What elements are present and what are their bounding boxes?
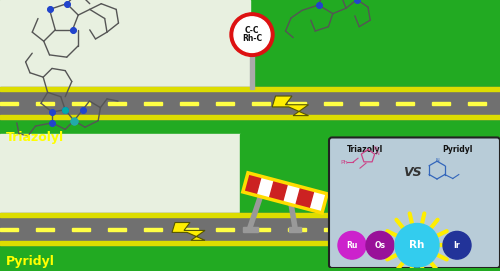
Bar — [108, 228, 126, 231]
Bar — [36, 102, 54, 105]
Text: VS: VS — [402, 166, 421, 179]
Polygon shape — [272, 96, 308, 116]
Bar — [0, 228, 18, 231]
Bar — [0, 87, 500, 119]
Bar — [396, 102, 414, 105]
Bar — [296, 187, 314, 209]
Bar — [0, 134, 240, 227]
Bar — [108, 102, 126, 105]
Text: Triazolyl: Triazolyl — [6, 131, 64, 144]
Text: Ru: Ru — [346, 241, 358, 250]
Bar — [252, 228, 270, 231]
Text: Ir: Ir — [454, 241, 460, 250]
Text: N: N — [435, 158, 439, 163]
Bar — [360, 102, 378, 105]
Text: Triazolyl: Triazolyl — [347, 145, 383, 154]
Bar — [36, 228, 54, 231]
Text: C-C: C-C — [245, 26, 259, 35]
Bar — [468, 228, 486, 231]
Bar — [0, 241, 500, 245]
Text: N: N — [375, 151, 379, 156]
Bar — [324, 102, 342, 105]
Circle shape — [338, 231, 366, 259]
Bar — [240, 134, 500, 268]
Bar — [180, 228, 198, 231]
Polygon shape — [172, 222, 205, 240]
Bar — [72, 102, 90, 105]
Text: Pyridyl: Pyridyl — [6, 255, 55, 268]
Bar — [0, 87, 500, 91]
Bar — [265, 0, 500, 134]
Bar — [0, 213, 500, 217]
Bar — [243, 227, 258, 233]
Bar — [432, 228, 450, 231]
Text: Ph: Ph — [340, 160, 347, 165]
Bar — [289, 227, 301, 233]
Text: Os: Os — [374, 241, 386, 250]
Bar — [288, 102, 306, 105]
Bar — [216, 102, 234, 105]
Text: N: N — [373, 146, 377, 151]
Bar — [252, 102, 270, 105]
Bar — [250, 32, 254, 89]
Bar — [360, 228, 378, 231]
Bar — [0, 213, 500, 245]
Bar — [243, 173, 327, 213]
Text: Rh-C: Rh-C — [242, 34, 262, 43]
Circle shape — [230, 13, 274, 56]
Bar — [144, 102, 162, 105]
Circle shape — [366, 231, 394, 259]
Bar — [243, 173, 327, 213]
Bar — [243, 173, 261, 195]
Bar — [0, 102, 18, 105]
Bar — [0, 115, 500, 119]
Circle shape — [443, 231, 471, 259]
Bar — [288, 228, 306, 231]
Bar — [216, 228, 234, 231]
Text: Pyridyl: Pyridyl — [442, 145, 472, 154]
Circle shape — [234, 17, 270, 52]
Bar — [468, 102, 486, 105]
Circle shape — [395, 224, 439, 267]
Bar — [180, 102, 198, 105]
Bar — [144, 228, 162, 231]
Bar — [432, 102, 450, 105]
Bar — [72, 228, 90, 231]
Text: Rh: Rh — [410, 240, 424, 250]
Bar — [269, 180, 287, 202]
Bar — [396, 228, 414, 231]
Bar — [324, 228, 342, 231]
Bar — [0, 0, 250, 94]
FancyBboxPatch shape — [329, 137, 500, 268]
